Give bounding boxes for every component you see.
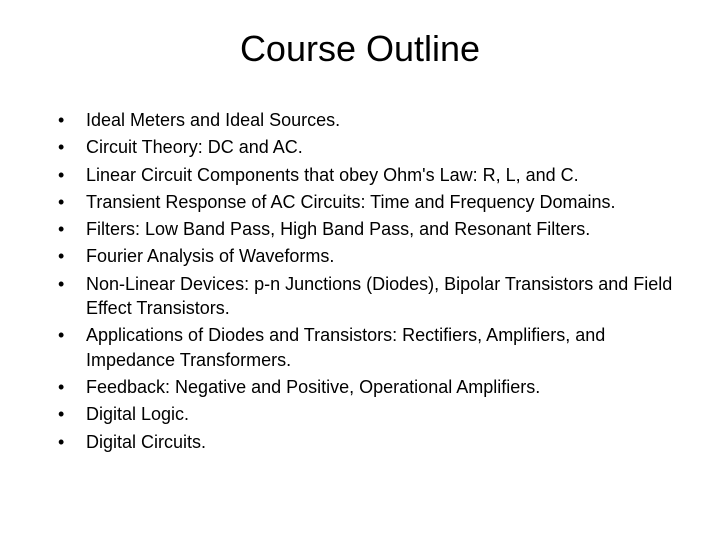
- list-item: • Digital Circuits.: [58, 430, 680, 454]
- list-item: • Fourier Analysis of Waveforms.: [58, 244, 680, 268]
- bullet-text: Circuit Theory: DC and AC.: [86, 135, 680, 159]
- bullet-icon: •: [58, 190, 86, 214]
- list-item: • Circuit Theory: DC and AC.: [58, 135, 680, 159]
- bullet-text: Applications of Diodes and Transistors: …: [86, 323, 680, 372]
- bullet-icon: •: [58, 272, 86, 296]
- bullet-icon: •: [58, 135, 86, 159]
- bullet-text: Transient Response of AC Circuits: Time …: [86, 190, 680, 214]
- bullet-icon: •: [58, 375, 86, 399]
- list-item: • Ideal Meters and Ideal Sources.: [58, 108, 680, 132]
- list-item: • Applications of Diodes and Transistors…: [58, 323, 680, 372]
- bullet-list: • Ideal Meters and Ideal Sources. • Circ…: [40, 108, 680, 454]
- list-item: • Non-Linear Devices: p-n Junctions (Dio…: [58, 272, 680, 321]
- bullet-icon: •: [58, 217, 86, 241]
- list-item: • Feedback: Negative and Positive, Opera…: [58, 375, 680, 399]
- bullet-text: Non-Linear Devices: p-n Junctions (Diode…: [86, 272, 680, 321]
- list-item: • Linear Circuit Components that obey Oh…: [58, 163, 680, 187]
- bullet-text: Digital Circuits.: [86, 430, 680, 454]
- bullet-icon: •: [58, 430, 86, 454]
- bullet-icon: •: [58, 163, 86, 187]
- list-item: • Filters: Low Band Pass, High Band Pass…: [58, 217, 680, 241]
- list-item: • Transient Response of AC Circuits: Tim…: [58, 190, 680, 214]
- slide-title: Course Outline: [40, 28, 680, 70]
- bullet-icon: •: [58, 323, 86, 347]
- bullet-text: Linear Circuit Components that obey Ohm'…: [86, 163, 680, 187]
- bullet-icon: •: [58, 108, 86, 132]
- bullet-text: Filters: Low Band Pass, High Band Pass, …: [86, 217, 680, 241]
- bullet-icon: •: [58, 244, 86, 268]
- bullet-text: Feedback: Negative and Positive, Operati…: [86, 375, 680, 399]
- bullet-text: Fourier Analysis of Waveforms.: [86, 244, 680, 268]
- bullet-text: Digital Logic.: [86, 402, 680, 426]
- slide-container: Course Outline • Ideal Meters and Ideal …: [0, 0, 720, 540]
- list-item: • Digital Logic.: [58, 402, 680, 426]
- bullet-text: Ideal Meters and Ideal Sources.: [86, 108, 680, 132]
- bullet-icon: •: [58, 402, 86, 426]
